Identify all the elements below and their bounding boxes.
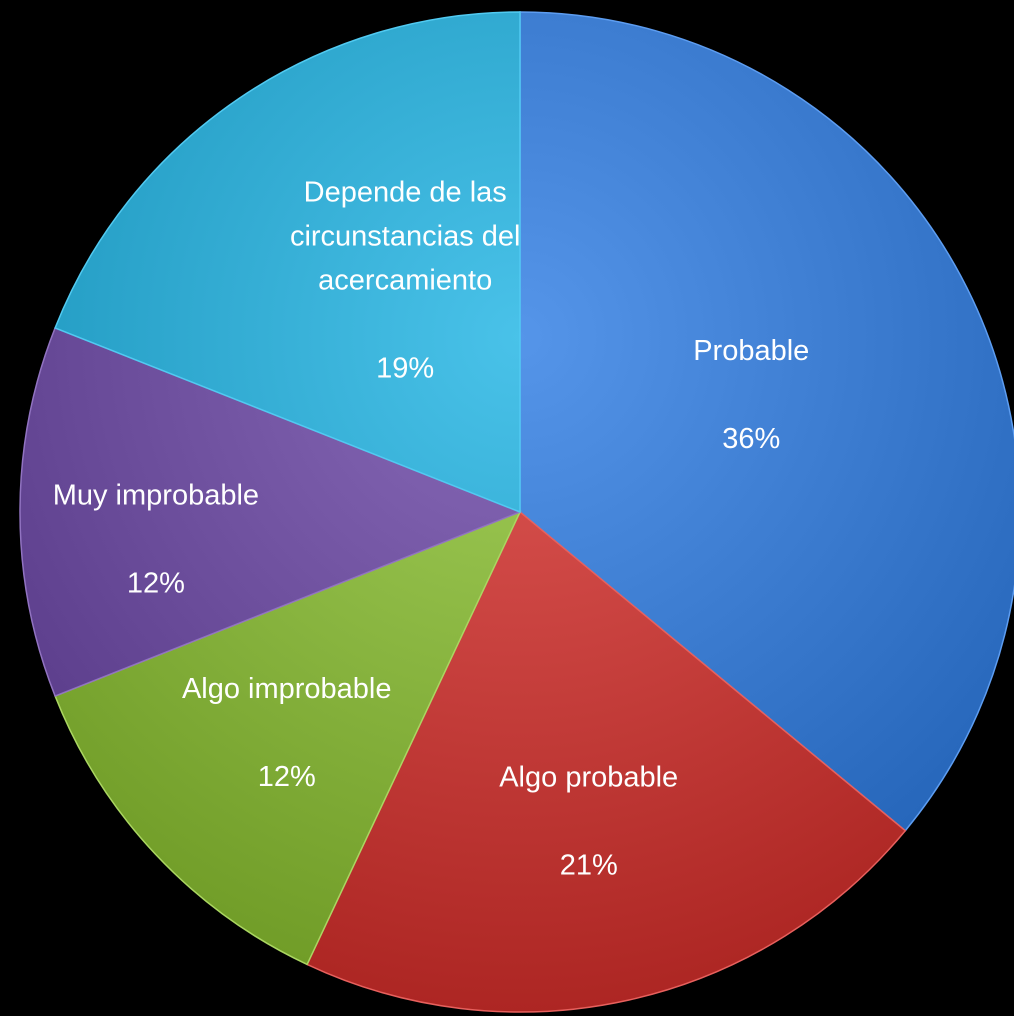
slice-label-1-line-0: Algo probable <box>499 761 678 793</box>
pie-slice-3 <box>19 326 523 698</box>
slice-label-2-line-0: Algo improbable <box>182 673 392 705</box>
slice-label-4-line-1: circunstancias del <box>290 221 521 253</box>
slice-value-label-0: 36% <box>722 423 780 455</box>
slice-label-group-4: Depende de las circunstancias del acercami… <box>290 177 521 385</box>
slices-layer <box>19 11 1014 1013</box>
slice-label-4-line-2: acercamiento <box>318 265 492 297</box>
slice-value-label-2: 12% <box>258 761 316 793</box>
pie-slice-2 <box>54 510 522 966</box>
slice-label-group-1: Algo probable 21% <box>499 761 678 881</box>
pie-slice-0 <box>519 11 1014 832</box>
slice-value-label-4: 19% <box>376 353 434 385</box>
slice-label-3-line-0: Muy improbable <box>53 479 259 511</box>
labels-layer: Probable 36% Algo probable 21% Algo improbab… <box>53 177 810 882</box>
slice-label-0-line-0: Probable <box>693 335 809 367</box>
slice-value-label-1: 21% <box>560 849 618 881</box>
slice-label-4-line-0: Depende de las <box>304 177 507 209</box>
slice-label-group-0: Probable 36% <box>693 335 809 455</box>
pie-slice-4 <box>54 11 521 514</box>
slice-label-group-2: Algo improbable 12% <box>182 673 392 793</box>
slice-label-group-3: Muy improbable 12% <box>53 479 259 599</box>
pie-slice-1 <box>306 510 907 1013</box>
slice-value-label-3: 12% <box>127 567 185 599</box>
